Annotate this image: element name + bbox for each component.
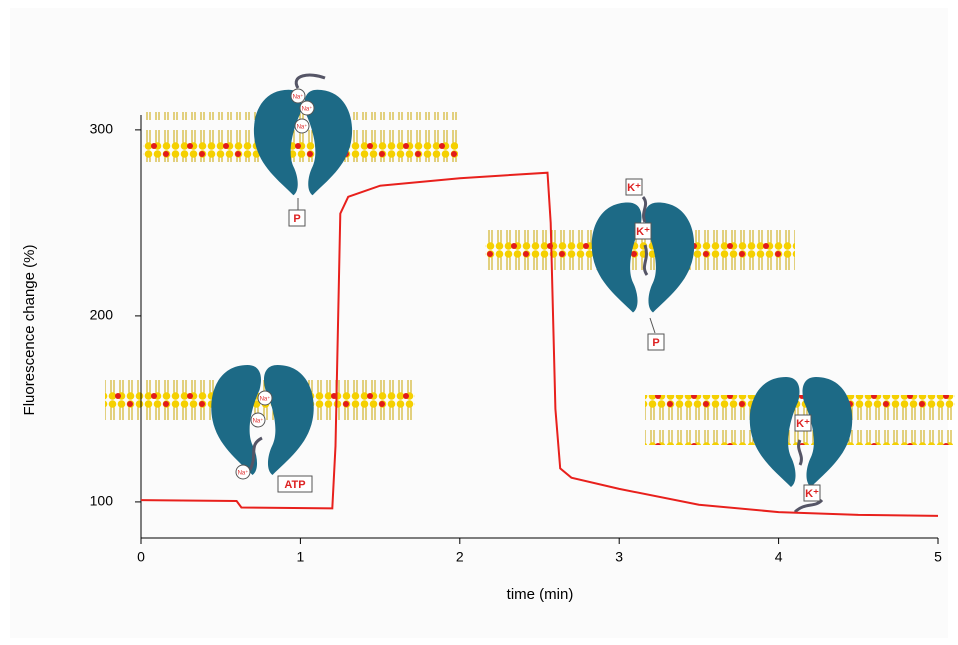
x-tick-label: 4 [775,549,783,565]
annotation: Na⁺ [297,124,308,131]
y-tick-label: 100 [90,493,114,509]
x-tick-label: 5 [934,549,942,565]
annotation: P [293,213,300,225]
annotation: ATP [284,479,305,491]
annotation: K⁺ [636,226,650,238]
annotation: Na⁺ [238,470,249,477]
x-tick-label: 1 [297,549,305,565]
annotation: Na⁺ [253,418,264,425]
x-tick-label: 3 [615,549,623,565]
annotation: Na⁺ [260,396,271,403]
annotation: K⁺ [627,182,641,194]
y-tick-label: 200 [90,307,114,323]
y-tick-label: 300 [90,121,114,137]
x-tick-label: 0 [137,549,145,565]
annotation: Na⁺ [302,106,313,113]
figure-background [10,8,948,638]
annotation: K⁺ [805,488,819,500]
annotation: K⁺ [796,418,810,430]
x-tick-label: 2 [456,549,464,565]
x-axis-label: time (min) [507,586,574,603]
annotation: Na⁺ [293,94,304,101]
annotation: P [652,337,659,349]
chart: time (min) Fluorescence change (%) 10020… [0,0,958,645]
y-axis-label: Fluorescence change (%) [21,245,38,416]
